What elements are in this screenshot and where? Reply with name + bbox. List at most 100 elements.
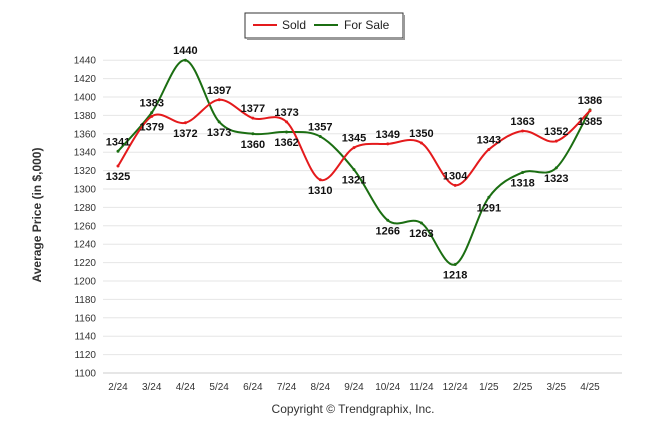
point-for-sale <box>217 120 221 124</box>
series-line-for-sale <box>117 59 591 266</box>
point-sold <box>453 183 457 187</box>
point-for-sale <box>419 221 423 225</box>
copyright-credit: Copyright © Trendgraphix, Inc. <box>272 402 435 416</box>
y-tick-label: 1300 <box>74 185 97 196</box>
data-label-sold: 1379 <box>139 121 163 133</box>
legend: Sold For Sale <box>244 12 405 40</box>
series-lines <box>116 58 592 266</box>
y-tick-label: 1340 <box>74 148 97 159</box>
data-label-sold: 1350 <box>409 128 433 140</box>
point-for-sale <box>554 166 558 170</box>
point-for-sale <box>521 170 525 174</box>
x-tick-label: 7/24 <box>277 382 297 393</box>
y-tick-label: 1200 <box>74 277 97 288</box>
x-tick-label: 11/24 <box>409 382 434 393</box>
data-label-sold: 1343 <box>477 134 501 146</box>
point-sold <box>318 178 322 182</box>
y-tick-label: 1320 <box>74 166 97 177</box>
x-axis-ticks: 2/24 3/24 4/24 5/24 6/24 7/24 8/24 9/24 10/24 11/… <box>108 382 600 393</box>
data-label-for-sale: 1318 <box>510 177 534 189</box>
data-label-for-sale: 1357 <box>308 122 332 134</box>
point-for-sale <box>116 149 120 153</box>
data-label-for-sale: 1440 <box>173 45 197 57</box>
y-tick-label: 1160 <box>74 313 96 324</box>
y-tick-label: 1440 <box>74 56 97 67</box>
data-label-for-sale: 1323 <box>544 173 568 185</box>
data-label-sold: 1325 <box>106 171 130 183</box>
point-sold <box>251 116 255 120</box>
legend-label-for-sale: For Sale <box>344 18 390 32</box>
legend-shadow <box>403 15 405 40</box>
point-for-sale <box>386 218 390 222</box>
data-label-for-sale: 1386 <box>578 95 602 107</box>
y-tick-label: 1140 <box>74 332 96 343</box>
point-for-sale <box>487 195 491 199</box>
data-labels: 1325 1341 1379 1383 1372 1440 1397 1373 1377 1360… <box>106 45 602 281</box>
x-tick-label: 2/25 <box>513 382 533 393</box>
y-axis-title: Average Price (in $,000) <box>30 148 44 283</box>
point-sold <box>588 109 592 113</box>
point-for-sale <box>318 135 322 139</box>
data-label-for-sale: 1360 <box>241 139 265 151</box>
point-sold <box>285 120 289 124</box>
point-sold <box>150 114 154 118</box>
legend-label-sold: Sold <box>282 18 306 32</box>
point-sold <box>419 141 423 145</box>
x-tick-label: 4/25 <box>580 382 600 393</box>
y-tick-label: 1260 <box>74 221 97 232</box>
point-for-sale <box>285 130 289 134</box>
point-sold <box>487 147 491 151</box>
data-label-for-sale: 1362 <box>274 137 298 149</box>
data-label-for-sale: 1383 <box>139 98 163 110</box>
data-label-sold: 1363 <box>510 116 534 128</box>
x-tick-label: 5/24 <box>209 382 229 393</box>
x-tick-label: 3/24 <box>142 382 162 393</box>
x-tick-label: 10/24 <box>375 382 400 393</box>
data-label-sold: 1397 <box>207 85 231 97</box>
y-tick-label: 1280 <box>74 203 97 214</box>
data-label-sold: 1310 <box>308 185 332 197</box>
point-sold <box>554 139 558 143</box>
x-tick-label: 4/24 <box>176 382 196 393</box>
data-label-sold: 1373 <box>274 107 298 119</box>
y-tick-label: 1420 <box>74 74 97 85</box>
y-tick-label: 1240 <box>74 240 97 251</box>
y-tick-label: 1220 <box>74 258 97 269</box>
point-sold <box>521 129 525 133</box>
point-for-sale <box>453 262 457 266</box>
data-label-for-sale: 1321 <box>342 175 366 187</box>
x-tick-label: 8/24 <box>311 382 331 393</box>
y-tick-label: 1100 <box>74 369 96 380</box>
data-label-sold: 1345 <box>342 133 366 145</box>
data-label-sold: 1349 <box>375 129 399 141</box>
y-tick-label: 1180 <box>74 295 96 306</box>
point-for-sale <box>183 58 187 62</box>
point-for-sale <box>150 111 154 115</box>
x-tick-label: 9/24 <box>344 382 364 393</box>
point-sold <box>352 146 356 150</box>
x-tick-label: 6/24 <box>243 382 263 393</box>
gridlines <box>103 59 622 374</box>
data-label-for-sale: 1263 <box>409 228 433 240</box>
x-tick-label: 12/24 <box>443 382 468 393</box>
x-tick-label: 2/24 <box>108 382 128 393</box>
y-tick-label: 1400 <box>74 93 97 104</box>
data-label-sold: 1377 <box>241 103 265 115</box>
point-sold <box>217 98 221 102</box>
point-sold <box>183 121 187 125</box>
x-tick-label: 3/25 <box>547 382 567 393</box>
data-label-sold: 1352 <box>544 126 568 138</box>
data-label-sold: 1304 <box>443 170 468 182</box>
x-tick-label: 1/25 <box>479 382 499 393</box>
data-label-sold: 1385 <box>578 116 602 128</box>
y-tick-label: 1120 <box>74 350 96 361</box>
y-tick-label: 1380 <box>74 111 97 122</box>
point-for-sale <box>251 132 255 136</box>
legend-shadow-bottom <box>247 38 405 40</box>
point-sold <box>116 164 120 168</box>
y-axis-ticks: 1100 1120 1140 1160 1180 1200 1220 1240 1260 1280… <box>74 56 97 380</box>
data-label-sold: 1372 <box>173 128 197 140</box>
data-label-for-sale: 1341 <box>106 136 130 148</box>
